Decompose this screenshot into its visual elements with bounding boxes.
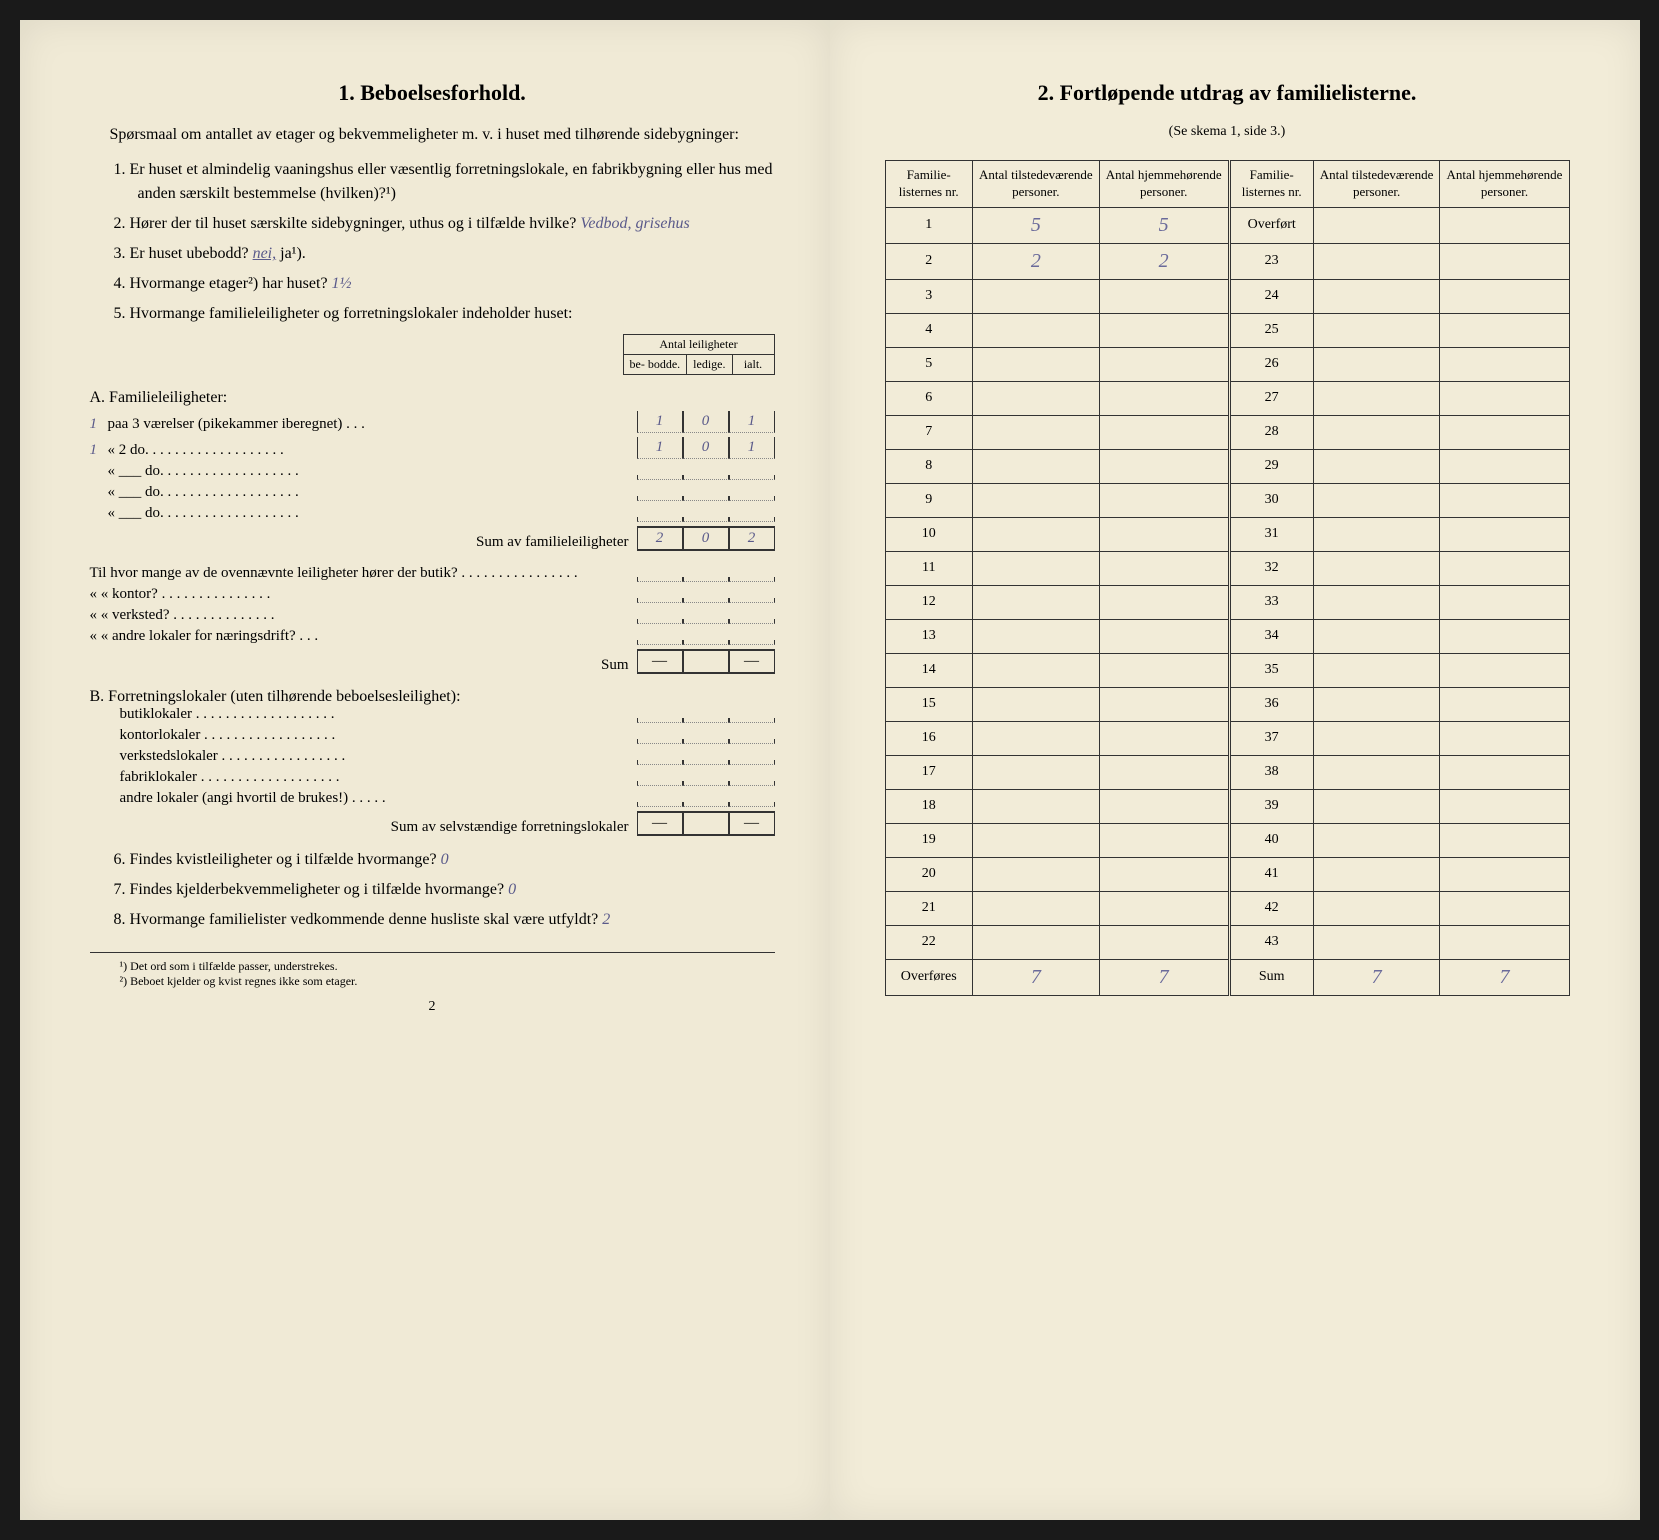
table-row: 1435 [885, 653, 1569, 687]
table-row: 1637 [885, 721, 1569, 755]
b-row: verkstedslokaler . . . . . . . . . . . .… [90, 748, 775, 765]
table-row: 930 [885, 483, 1569, 517]
left-page: 1. Beboelsesforhold. Spørsmaal om antall… [20, 20, 830, 1520]
table-row: 1940 [885, 823, 1569, 857]
table-row: 1233 [885, 585, 1569, 619]
table-row: 728 [885, 415, 1569, 449]
q3-answer: nei, [253, 245, 277, 262]
a-row: « ___ do. . . . . . . . . . . . . . . . … [90, 505, 775, 522]
section-b-title: B. Forretningslokaler (uten tilhørende b… [90, 688, 775, 706]
right-subtitle: (Se skema 1, side 3.) [885, 124, 1570, 140]
table-row: 1031 [885, 517, 1569, 551]
intro: Spørsmaal om antallet av etager og bekve… [90, 124, 775, 146]
q2-answer: Vedbod, grisehus [580, 215, 689, 232]
table-row: 155Overført [885, 207, 1569, 243]
question-list: 1. Er huset et almindelig vaaningshus el… [90, 158, 775, 326]
footer-row: Overføres 7 7 Sum 7 7 [885, 959, 1569, 995]
table-row: 425 [885, 313, 1569, 347]
table-row: 2142 [885, 891, 1569, 925]
q8: 8. Hvormange familielister vedkommende d… [114, 908, 775, 932]
butik-row: « « andre lokaler for næringsdrift? . . … [90, 628, 775, 645]
table-row: 22223 [885, 243, 1569, 279]
b-row: andre lokaler (angi hvortil de brukes!) … [90, 790, 775, 807]
q3: 3. Er huset ubebodd? nei, ja¹). [114, 242, 775, 266]
q6: 6. Findes kvistleiligheter og i tilfælde… [114, 848, 775, 872]
table-row: 526 [885, 347, 1569, 381]
page-number: 2 [90, 999, 775, 1015]
a-row: 1paa 3 værelser (pikekammer iberegnet) .… [90, 411, 775, 433]
section-a-title: A. Familieleiligheter: [90, 389, 775, 407]
q5: 5. Hvormange familieleiligheter og forre… [114, 302, 775, 326]
right-page: 2. Fortløpende utdrag av familielisterne… [830, 20, 1640, 1520]
a-row: « ___ do. . . . . . . . . . . . . . . . … [90, 463, 775, 480]
q4: 4. Hvormange etager²) har huset? 1½ [114, 272, 775, 296]
table-row: 829 [885, 449, 1569, 483]
b-row: fabriklokaler . . . . . . . . . . . . . … [90, 769, 775, 786]
q7: 7. Findes kjelderbekvemmeligheter og i t… [114, 878, 775, 902]
table-row: 1132 [885, 551, 1569, 585]
q4-answer: 1½ [332, 275, 352, 292]
table-row: 1536 [885, 687, 1569, 721]
butik-row: « « verksted? . . . . . . . . . . . . . … [90, 607, 775, 624]
a-row: « ___ do. . . . . . . . . . . . . . . . … [90, 484, 775, 501]
section-a: A. Familieleiligheter: 1paa 3 værelser (… [90, 389, 775, 836]
b-row: butiklokaler . . . . . . . . . . . . . .… [90, 706, 775, 723]
a-row: 1« 2 do. . . . . . . . . . . . . . . . .… [90, 437, 775, 459]
butik-block: Til hvor mange av de ovennævnte leilighe… [90, 565, 775, 674]
right-title: 2. Fortløpende utdrag av familielisterne… [885, 80, 1570, 106]
butik-row: « « kontor? . . . . . . . . . . . . . . … [90, 586, 775, 603]
family-table: Familie- listernes nr. Antal tilstedevær… [885, 160, 1570, 996]
table-row: 1839 [885, 789, 1569, 823]
footnotes: ¹) Det ord som i tilfælde passer, unders… [90, 952, 775, 989]
book-spread: 1. Beboelsesforhold. Spørsmaal om antall… [20, 20, 1640, 1520]
table-row: 627 [885, 381, 1569, 415]
q2: 2. Hører der til huset særskilte sidebyg… [114, 212, 775, 236]
table-row: 2243 [885, 925, 1569, 959]
left-title: 1. Beboelsesforhold. [90, 80, 775, 106]
table-row: 1738 [885, 755, 1569, 789]
mini-header-table: Antal leiligheter be- bodde. ledige. ial… [623, 334, 775, 375]
a-sum-row: Sum av familieleiligheter 2 0 2 [90, 526, 775, 551]
table-row: 2041 [885, 857, 1569, 891]
table-row: 1334 [885, 619, 1569, 653]
question-list-2: 6. Findes kvistleiligheter og i tilfælde… [90, 848, 775, 932]
b-row: kontorlokaler . . . . . . . . . . . . . … [90, 727, 775, 744]
q1: 1. Er huset et almindelig vaaningshus el… [114, 158, 775, 206]
table-row: 324 [885, 279, 1569, 313]
